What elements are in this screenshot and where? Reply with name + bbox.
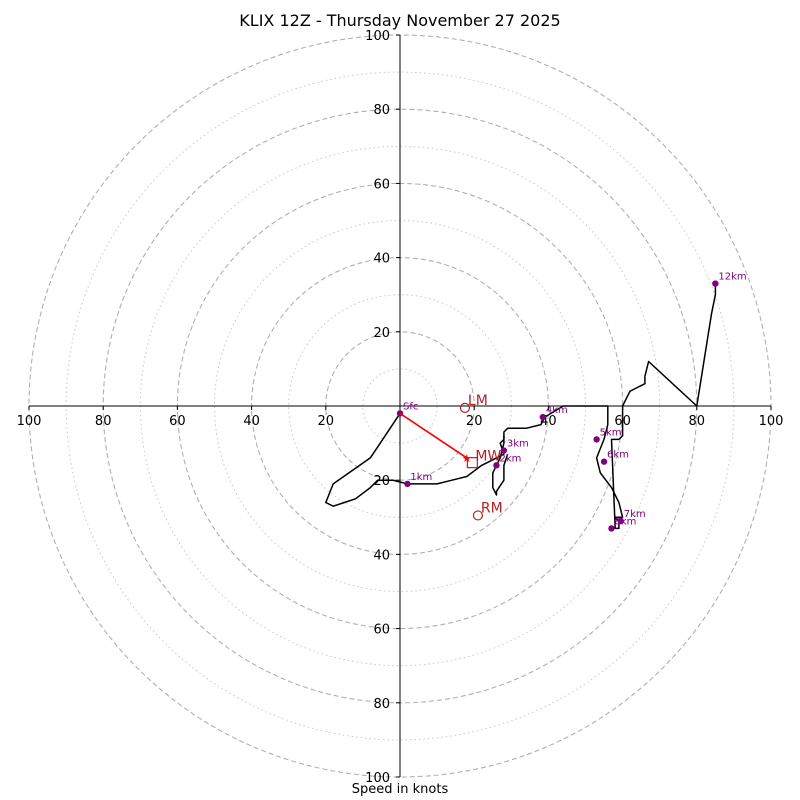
y-tick-label: 100 bbox=[365, 29, 390, 44]
height-marker-label: 6km bbox=[607, 450, 629, 461]
mean-wind-marker bbox=[466, 457, 478, 469]
x-tick-label: 80 bbox=[95, 414, 112, 429]
tick-labels: 100 80 60 40 20 20 40 60 80 100100806040202040608… bbox=[17, 29, 784, 786]
height-marker-label: Sfc bbox=[403, 401, 418, 412]
height-marker-label: 2km bbox=[499, 453, 521, 464]
height-marker-point bbox=[539, 413, 547, 421]
y-tick-label: 60 bbox=[373, 177, 390, 192]
right-mover-marker bbox=[472, 510, 484, 521]
x-tick-label: 40 bbox=[243, 414, 260, 429]
hodograph-line bbox=[492, 435, 509, 496]
y-tick-label: 80 bbox=[373, 103, 390, 118]
axes bbox=[28, 34, 772, 778]
hodograph-line bbox=[325, 283, 717, 530]
x-tick-label: 100 bbox=[759, 414, 784, 429]
x-tick-label: 20 bbox=[318, 414, 335, 429]
x-axis-label: Speed in knots bbox=[351, 782, 449, 797]
height-marker-point bbox=[712, 280, 719, 287]
right-mover-label: RM bbox=[481, 500, 503, 516]
y-tick-label: 40 bbox=[373, 548, 390, 563]
left-mover-label: LM bbox=[468, 393, 488, 409]
x-tick-label: 100 bbox=[17, 414, 42, 429]
mean-wind-vector bbox=[399, 412, 468, 459]
hodograph-traces bbox=[325, 283, 717, 530]
height-marker-label: 4km bbox=[546, 405, 568, 416]
left-mover-marker bbox=[459, 402, 471, 413]
x-tick-label: 80 bbox=[689, 414, 706, 429]
height-marker-label: 1km bbox=[410, 472, 432, 483]
y-tick-label: 80 bbox=[373, 697, 390, 712]
height-marker-label: 3km bbox=[507, 439, 529, 450]
height-marker-point bbox=[500, 447, 508, 454]
chart-title: KLIX 12Z - Thursday November 27 2025 bbox=[239, 11, 561, 30]
height-marker-point bbox=[600, 458, 608, 465]
y-tick-label: 20 bbox=[373, 326, 390, 341]
y-tick-label: 20 bbox=[373, 474, 390, 489]
height-marker-label: 8km bbox=[614, 516, 636, 527]
x-tick-label: 60 bbox=[169, 414, 186, 429]
height-marker-point bbox=[617, 517, 624, 525]
x-tick-label: 20 bbox=[466, 414, 483, 429]
y-tick-label: 40 bbox=[373, 252, 390, 267]
mean-wind-label: MW bbox=[475, 449, 501, 465]
height-marker-label: 7km bbox=[624, 509, 646, 520]
height-marker-label: 12km bbox=[718, 272, 746, 283]
height-marker-point bbox=[608, 525, 615, 532]
y-tick-label: 100 bbox=[365, 771, 390, 786]
height-marker-point bbox=[404, 480, 411, 488]
height-marker-label: 5km bbox=[600, 427, 622, 438]
y-tick-label: 60 bbox=[373, 623, 390, 638]
height-marker-point bbox=[493, 462, 500, 469]
height-marker-point bbox=[593, 436, 600, 443]
